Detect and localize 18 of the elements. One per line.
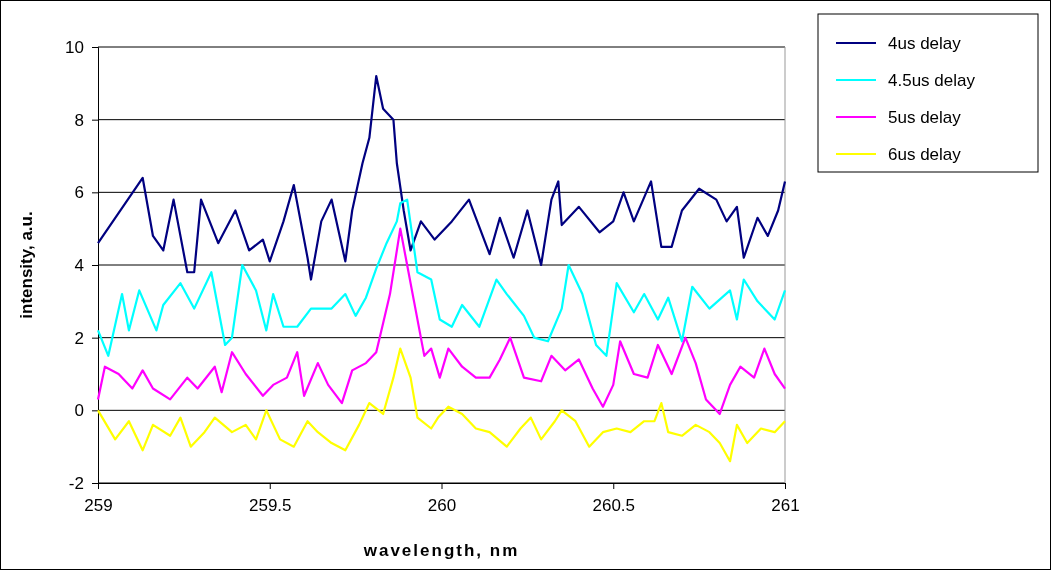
y-tick-label: 6 — [74, 183, 84, 203]
legend-label: 5us delay — [888, 108, 962, 127]
x-axis-title: wavelength, nm — [362, 541, 520, 560]
y-tick-label: 0 — [74, 401, 84, 421]
y-tick-label: 4 — [74, 255, 84, 275]
legend-label: 4.5us delay — [888, 71, 976, 90]
y-axis-title: intensity, a.u. — [17, 211, 36, 319]
x-tick-label: 260 — [427, 495, 457, 515]
y-tick-label: 2 — [74, 328, 84, 348]
x-tick-label: 259 — [84, 495, 113, 515]
x-tick-label: 259.5 — [248, 495, 292, 515]
x-tick-label: 260.5 — [592, 495, 636, 515]
legend-label: 4us delay — [888, 34, 962, 53]
x-tick-label: 261 — [771, 495, 800, 515]
y-tick-label: -2 — [68, 473, 84, 493]
legend-label: 6us delay — [888, 145, 962, 164]
y-tick-label: 8 — [74, 110, 84, 130]
y-tick-label: 10 — [64, 37, 84, 57]
